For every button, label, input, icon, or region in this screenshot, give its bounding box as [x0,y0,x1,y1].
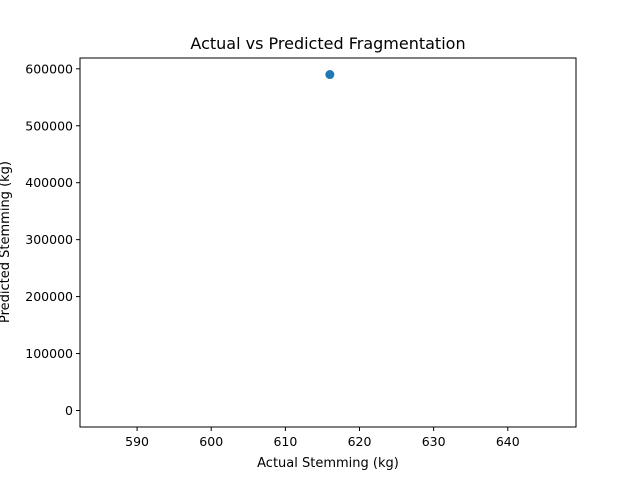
y-axis-label: Predicted Stemming (kg) [0,161,13,323]
x-tick-label: 630 [422,434,446,449]
x-axis-label: Actual Stemming (kg) [257,456,399,471]
x-tick-label: 610 [273,434,297,449]
y-tick-label: 400000 [25,175,73,190]
y-tick-label: 300000 [25,232,73,247]
y-tick-label: 600000 [25,61,73,76]
chart-title: Actual vs Predicted Fragmentation [190,34,465,53]
plot-area-frame [79,57,577,428]
y-tick-label: 100000 [25,346,73,361]
y-axis-ticks: 0 100000 200000 300000 400000 500000 600000 [25,61,80,418]
y-tick-label: 200000 [25,289,73,304]
x-tick-label: 640 [496,434,520,449]
x-tick-label: 600 [199,434,223,449]
y-tick-label: 500000 [25,118,73,133]
x-tick-label: 620 [348,434,372,449]
data-points [325,70,335,80]
x-tick-label: 590 [125,434,149,449]
x-axis-ticks: 590 600 610 620 630 640 [125,427,520,449]
scatter-point [325,70,335,80]
y-tick-label: 0 [65,403,73,418]
